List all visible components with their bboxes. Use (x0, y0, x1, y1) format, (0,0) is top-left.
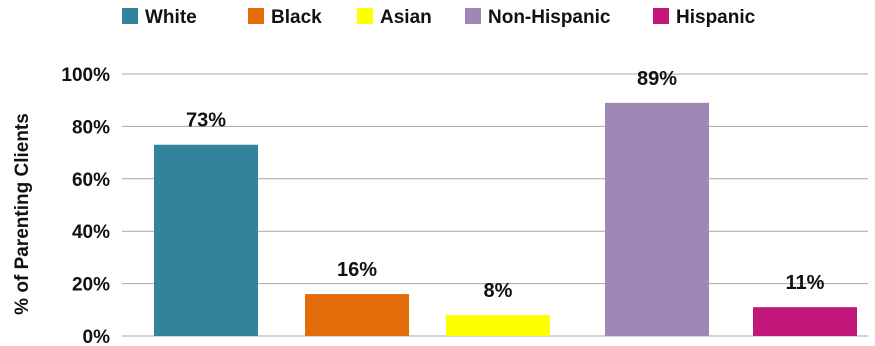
legend-label: Asian (380, 7, 432, 28)
y-axis-title: % of Parenting Clients (12, 113, 33, 315)
bar-white (154, 144, 258, 336)
legend: White Black Asian Non-Hispanic Hispanic (122, 7, 756, 28)
bar-hispanic (753, 307, 857, 336)
legend-label: Non-Hispanic (488, 7, 611, 28)
legend-label: White (145, 7, 197, 28)
bar-non-hispanic (605, 102, 709, 336)
bars (154, 102, 857, 336)
data-label: 16% (337, 259, 377, 281)
data-labels: 73% 16% 8% 89% 11% (186, 68, 825, 302)
y-tick-label: 80% (72, 117, 110, 138)
legend-item: White (122, 7, 197, 28)
y-tick-label: 20% (72, 275, 110, 296)
legend-swatch (357, 8, 373, 24)
data-label: 73% (186, 110, 226, 132)
y-tick-label: 40% (72, 222, 110, 243)
y-tick-label: 0% (83, 327, 111, 346)
legend-item: Hispanic (653, 7, 756, 28)
legend-item: Asian (357, 7, 432, 28)
legend-swatch (122, 8, 138, 24)
bar-black (305, 294, 409, 336)
data-label: 8% (484, 280, 513, 302)
legend-label: Black (271, 7, 322, 28)
legend-item: Non-Hispanic (465, 7, 611, 28)
legend-item: Black (248, 7, 322, 28)
legend-label: Hispanic (676, 7, 756, 28)
legend-swatch (653, 8, 669, 24)
y-tick-label: 60% (72, 170, 110, 191)
legend-swatch (248, 8, 264, 24)
y-tick-label: 100% (61, 65, 110, 86)
bar-asian (446, 315, 550, 336)
legend-swatch (465, 8, 481, 24)
data-label: 89% (637, 68, 677, 90)
data-label: 11% (786, 272, 825, 294)
y-axis-ticks: 0% 20% 40% 60% 80% 100% (61, 65, 110, 346)
